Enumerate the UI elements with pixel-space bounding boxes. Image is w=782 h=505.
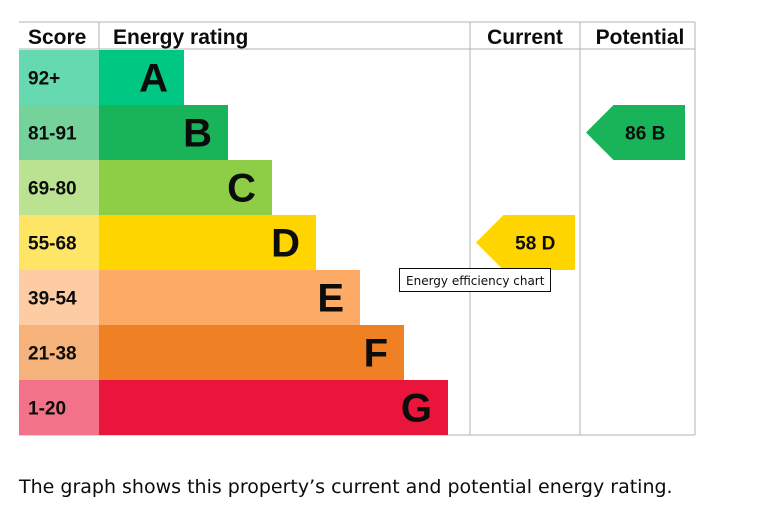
header-score: Score xyxy=(28,26,86,49)
header-current: Current xyxy=(487,26,563,49)
score-range-g: 1-20 xyxy=(28,399,66,420)
score-cell-g xyxy=(19,380,99,435)
rating-markers: 58 D 86 B xyxy=(476,105,685,270)
band-letter-f: F xyxy=(364,332,388,376)
score-cell-b xyxy=(19,105,99,160)
band-bar-e xyxy=(99,270,360,325)
score-range-c: 69-80 xyxy=(28,179,77,200)
score-range-e: 39-54 xyxy=(28,289,77,310)
header-energy-rating: Energy rating xyxy=(113,26,248,49)
band-letter-c: C xyxy=(227,167,256,211)
score-cell-e xyxy=(19,270,99,325)
current-rating-label: 58 D xyxy=(515,234,555,255)
score-range-a: 92+ xyxy=(28,69,60,90)
band-letter-g: G xyxy=(401,387,432,431)
potential-rating-arrow xyxy=(586,105,685,160)
chart-tooltip: Energy efficiency chart xyxy=(399,268,552,292)
band-letter-b: B xyxy=(183,112,212,156)
rating-bands: 92+ A 81-91 B 69-80 C 55-68 D 39-54 E 21-38 F 1-20 G xyxy=(19,50,448,435)
band-letter-e: E xyxy=(317,277,344,321)
band-letter-a: A xyxy=(139,57,168,101)
band-bar-c xyxy=(99,160,272,215)
score-range-d: 55-68 xyxy=(28,234,77,255)
potential-rating-label: 86 B xyxy=(625,124,665,145)
current-rating-arrow xyxy=(476,215,575,270)
score-cell-a xyxy=(19,50,99,105)
band-bar-a xyxy=(99,50,184,105)
chart-caption: The graph shows this property’s current … xyxy=(19,476,673,498)
header-potential: Potential xyxy=(596,26,685,49)
band-bar-b xyxy=(99,105,228,160)
score-range-f: 21-38 xyxy=(28,344,77,365)
band-letter-d: D xyxy=(271,222,300,266)
score-cell-c xyxy=(19,160,99,215)
band-bar-f xyxy=(99,325,404,380)
score-cell-d xyxy=(19,215,99,270)
energy-rating-chart: Score Energy rating Current Potential 92… xyxy=(19,21,696,436)
score-range-b: 81-91 xyxy=(28,124,77,145)
band-bar-g xyxy=(99,380,448,435)
score-cell-f xyxy=(19,325,99,380)
band-bar-d xyxy=(99,215,316,270)
